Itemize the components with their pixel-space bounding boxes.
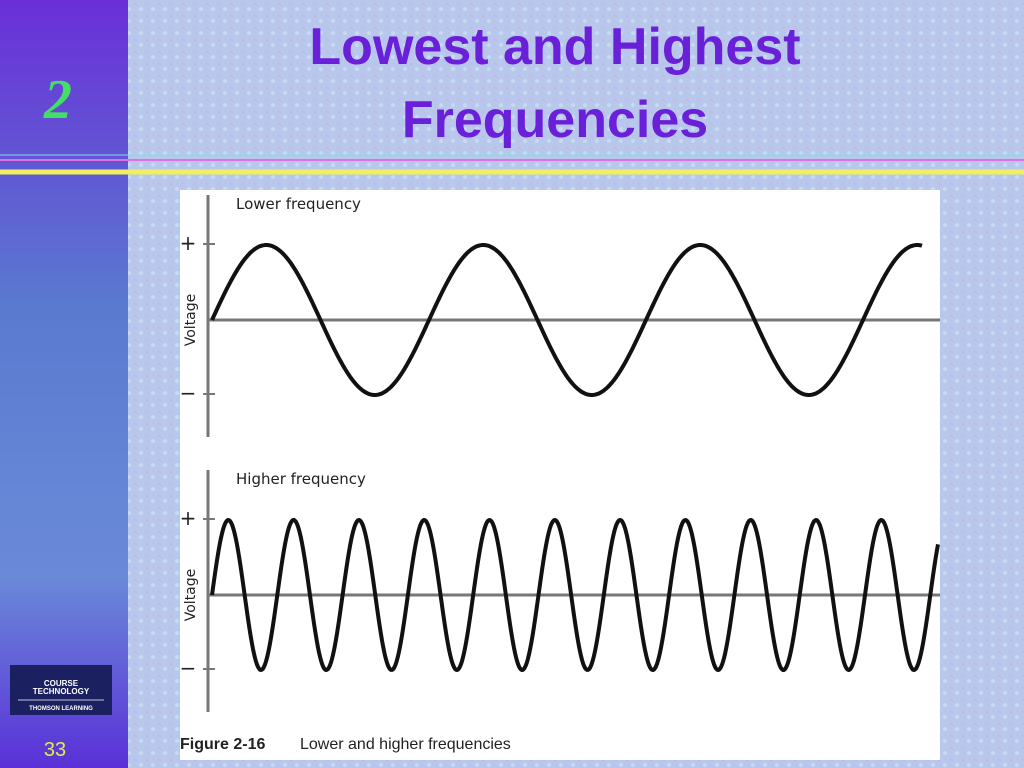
wave [210, 517, 940, 673]
figure [180, 190, 940, 760]
axis-label: Voltage [183, 569, 199, 622]
caption-text: Lower and higher frequencies [300, 736, 511, 753]
title-line: Lowest and Highest [309, 18, 800, 76]
logo-text: TECHNOLOGY [33, 687, 90, 696]
logo [10, 665, 112, 715]
figure-content: Lower frequency + − Voltage Higher frequency… [180, 195, 940, 712]
panel-label: Higher frequency [236, 470, 366, 488]
plus-sign: + [180, 231, 197, 255]
panel-label: Lower frequency [236, 195, 361, 213]
plus-sign: + [180, 506, 197, 530]
title: Lowest and Highest Frequencies [309, 18, 800, 149]
caption-number: Figure 2-16 [180, 736, 265, 753]
minus-sign: − [180, 381, 197, 405]
wave [210, 243, 923, 397]
minus-sign: − [180, 656, 197, 680]
slide-number: 2 [43, 69, 72, 131]
page-number: 33 [44, 739, 66, 761]
title-line: Frequencies [402, 91, 708, 149]
axis-label: Voltage [183, 294, 199, 347]
logo-text: COURSE [44, 679, 79, 688]
logo-text: THOMSON LEARNING [29, 706, 93, 712]
side-bar [0, 0, 128, 768]
